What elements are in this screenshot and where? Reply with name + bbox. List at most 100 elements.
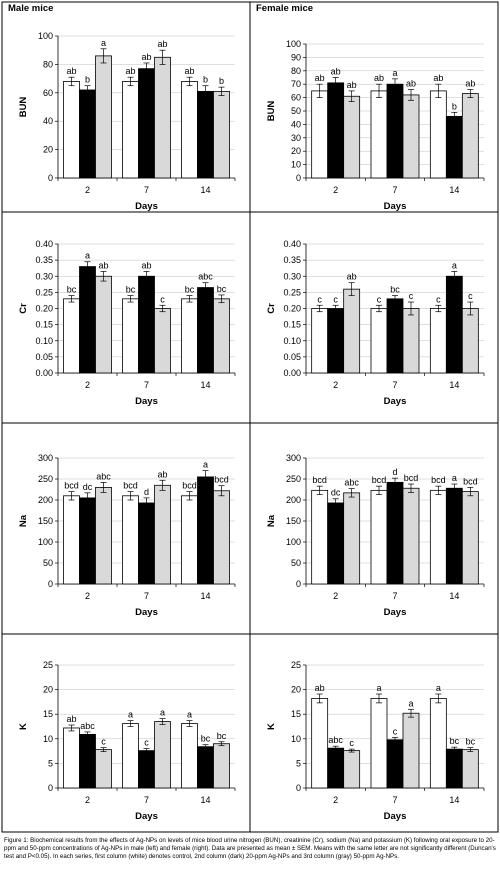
y-tick-label: 10 — [291, 160, 301, 170]
significance-letter: bc — [67, 285, 77, 295]
significance-letter: b — [219, 76, 224, 86]
significance-letter: bcd — [312, 475, 327, 485]
y-tick-label: 300 — [286, 453, 301, 463]
bar-ppm20 — [445, 275, 463, 374]
bar-control — [181, 723, 198, 789]
bar-ppm50 — [213, 490, 230, 585]
significance-letter: ab — [374, 73, 384, 83]
x-tick-label: 2 — [333, 380, 338, 390]
bar-ppm20 — [445, 748, 463, 789]
significance-letter: a — [376, 683, 381, 693]
bar-control — [181, 495, 198, 585]
significance-letter: c — [333, 294, 338, 304]
bar-ppm20 — [386, 481, 404, 585]
bar-ppm20 — [386, 739, 404, 789]
y-axis-label: Cr — [18, 303, 29, 314]
significance-letter: c — [393, 726, 398, 736]
significance-letter: ab — [125, 66, 135, 76]
bar-ppm50 — [343, 492, 361, 585]
x-tick-label: 14 — [449, 185, 459, 195]
bar-control — [122, 81, 139, 179]
bar-ppm50 — [461, 491, 479, 585]
x-tick-label: 2 — [85, 795, 90, 805]
bar-ppm20 — [79, 497, 96, 585]
bar-ppm20 — [445, 487, 463, 585]
significance-letter: ab — [184, 66, 194, 76]
x-tick-label: 2 — [85, 591, 90, 601]
female-mice-header: Female mice — [256, 3, 313, 14]
y-tick-label: 0 — [48, 579, 53, 589]
y-tick-label: 0.10 — [283, 336, 301, 346]
y-tick-label: 100 — [286, 39, 301, 49]
significance-letter: ab — [406, 79, 416, 89]
bar-ppm20 — [197, 287, 214, 374]
y-axis-label: K — [18, 723, 29, 730]
bar-ppm20 — [386, 83, 404, 179]
significance-letter: bcd — [214, 475, 229, 485]
bar-ppm50 — [213, 298, 230, 374]
y-tick-label: 30 — [291, 133, 301, 143]
y-tick-label: 20 — [291, 685, 301, 695]
y-tick-label: 0.30 — [283, 271, 301, 281]
bar-ppm50 — [402, 712, 420, 789]
x-tick-label: 2 — [85, 185, 90, 195]
bar-ppm50 — [95, 749, 112, 789]
bar-ppm50 — [461, 749, 479, 789]
bar-control — [63, 727, 80, 789]
y-tick-label: 0.40 — [283, 239, 301, 249]
y-tick-label: 0.10 — [35, 336, 53, 346]
x-axis-label: Days — [135, 201, 158, 212]
y-tick-label: 70 — [291, 79, 301, 89]
significance-letter: abc — [96, 471, 111, 481]
x-axis-label: Days — [135, 811, 158, 822]
y-axis-label: BUN — [18, 97, 29, 118]
x-tick-label: 7 — [392, 795, 397, 805]
x-tick-label: 14 — [200, 795, 210, 805]
bar-ppm20 — [79, 733, 96, 789]
y-tick-label: 100 — [286, 537, 301, 547]
y-tick-label: 0.30 — [35, 271, 53, 281]
y-tick-label: 100 — [38, 537, 53, 547]
bar-ppm20 — [138, 68, 155, 179]
bar-ppm50 — [461, 308, 479, 374]
y-axis-label: Na — [266, 514, 277, 527]
bar-ppm50 — [402, 308, 420, 374]
bar-control — [122, 723, 139, 789]
female-na-chart: 0501001502002503002bcddcabc7bcddbcd14bcd… — [266, 453, 485, 618]
y-tick-label: 0.25 — [283, 287, 301, 297]
significance-letter: a — [187, 710, 192, 720]
significance-letter: d — [392, 467, 397, 477]
bar-control — [311, 308, 329, 374]
x-tick-label: 7 — [144, 380, 149, 390]
y-tick-label: 50 — [291, 558, 301, 568]
significance-letter: c — [377, 294, 382, 304]
bar-ppm20 — [197, 90, 214, 179]
bar-control — [181, 298, 198, 374]
bar-ppm50 — [343, 95, 361, 179]
y-axis-label: BUN — [266, 101, 277, 122]
y-axis-label: Na — [18, 514, 29, 527]
significance-letter: a — [85, 251, 90, 261]
y-tick-label: 150 — [38, 516, 53, 526]
bar-ppm20 — [327, 747, 345, 789]
significance-letter: bc — [185, 285, 195, 295]
bar-ppm50 — [343, 750, 361, 789]
significance-letter: a — [160, 708, 165, 718]
significance-letter: a — [128, 710, 133, 720]
x-tick-label: 2 — [333, 185, 338, 195]
y-tick-label: 0.00 — [35, 368, 53, 378]
y-tick-label: 0.15 — [283, 320, 301, 330]
y-tick-label: 50 — [291, 106, 301, 116]
x-tick-label: 7 — [144, 185, 149, 195]
bar-ppm50 — [154, 484, 171, 585]
y-tick-label: 60 — [43, 88, 53, 98]
y-tick-label: 0.20 — [283, 304, 301, 314]
x-tick-label: 7 — [392, 591, 397, 601]
y-tick-label: 5 — [296, 758, 301, 768]
significance-letter: a — [436, 683, 441, 693]
significance-letter: bcd — [372, 475, 387, 485]
